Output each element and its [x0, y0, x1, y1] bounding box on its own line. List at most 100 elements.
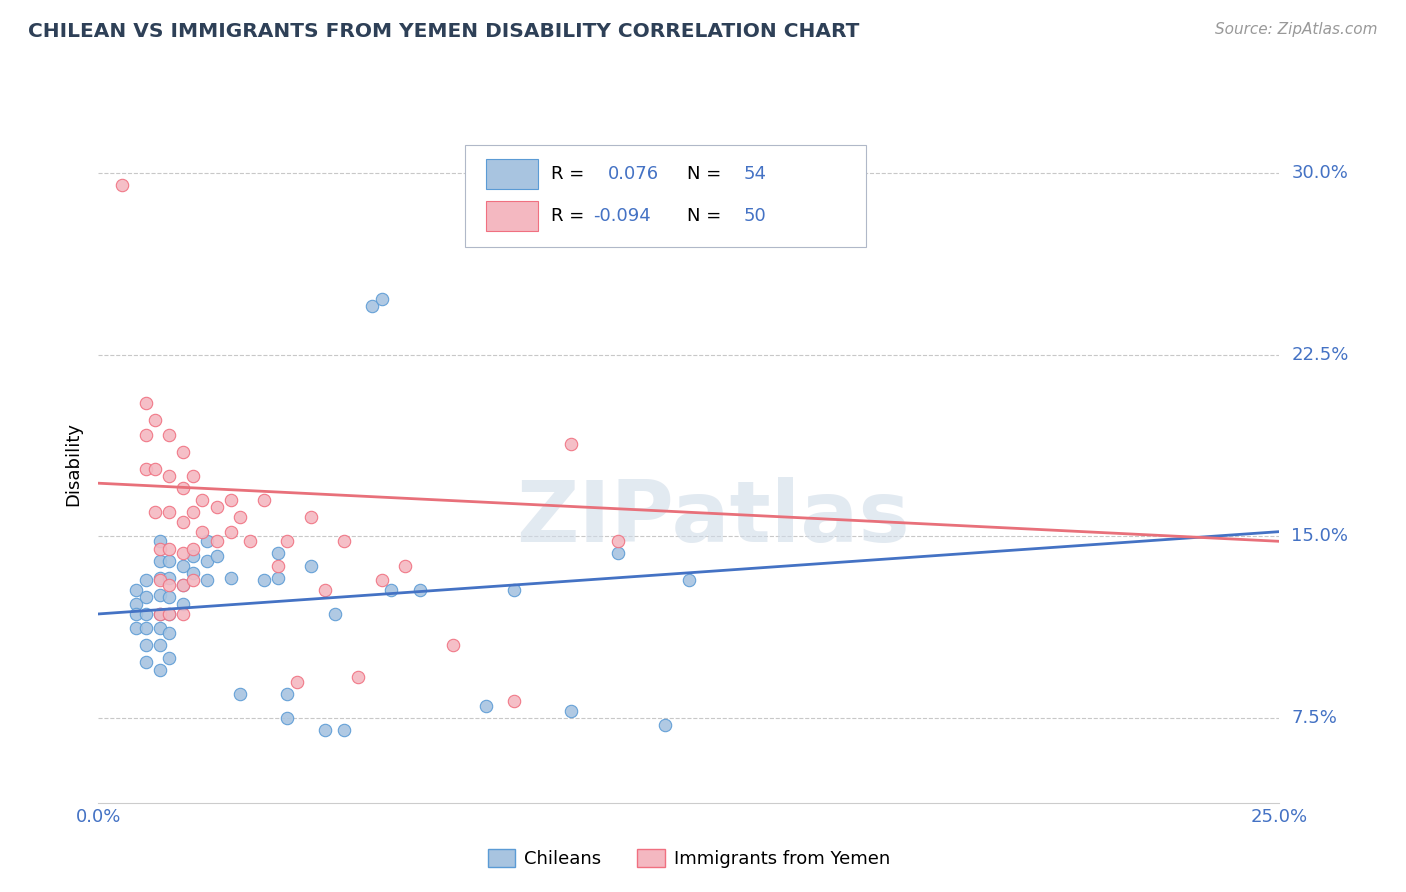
Point [181, 566, 204, 580]
Point [157, 626, 180, 640]
Point [125, 607, 148, 621]
Point [149, 607, 172, 621]
Point [143, 413, 166, 427]
Point [408, 582, 430, 597]
Point [157, 607, 180, 621]
Point [239, 534, 262, 549]
Point [172, 578, 194, 592]
Point [195, 534, 218, 549]
Point [219, 524, 242, 539]
Point [181, 469, 204, 483]
Text: 30.0%: 30.0% [1291, 164, 1348, 182]
Point [143, 461, 166, 475]
Point [503, 582, 526, 597]
Point [172, 558, 194, 573]
Point [191, 493, 214, 508]
Point [135, 396, 157, 410]
Point [607, 534, 630, 549]
Point [229, 687, 252, 701]
Point [172, 546, 194, 560]
Point [125, 597, 148, 611]
Point [195, 573, 218, 587]
Point [135, 607, 157, 621]
Point [323, 607, 346, 621]
Point [267, 571, 290, 585]
Text: R =: R = [551, 165, 589, 184]
Point [172, 578, 194, 592]
Text: R =: R = [551, 208, 589, 226]
Text: 7.5%: 7.5% [1291, 709, 1337, 727]
Point [314, 582, 336, 597]
Point [276, 534, 298, 549]
Point [191, 524, 214, 539]
Point [299, 510, 322, 524]
Point [157, 541, 180, 556]
Point [195, 554, 218, 568]
Point [219, 493, 242, 508]
Point [125, 582, 148, 597]
Point [172, 481, 194, 495]
Point [285, 674, 308, 689]
Point [111, 178, 134, 193]
Point [135, 427, 157, 442]
Point [267, 546, 290, 560]
Point [267, 558, 290, 573]
Point [253, 573, 276, 587]
Text: 50: 50 [744, 208, 766, 226]
Point [503, 694, 526, 708]
Text: -0.094: -0.094 [593, 208, 651, 226]
Point [205, 534, 228, 549]
Point [149, 554, 172, 568]
Point [380, 582, 402, 597]
Point [135, 622, 157, 636]
Point [157, 554, 180, 568]
Point [149, 607, 172, 621]
Point [560, 704, 582, 718]
Point [172, 607, 194, 621]
Point [276, 687, 298, 701]
Point [157, 505, 180, 519]
Point [157, 469, 180, 483]
Point [172, 444, 194, 458]
Point [157, 571, 180, 585]
Point [149, 663, 172, 677]
Point [181, 541, 204, 556]
Text: CHILEAN VS IMMIGRANTS FROM YEMEN DISABILITY CORRELATION CHART: CHILEAN VS IMMIGRANTS FROM YEMEN DISABIL… [28, 22, 859, 41]
Point [157, 650, 180, 665]
Point [276, 711, 298, 725]
Point [229, 510, 252, 524]
Point [149, 571, 172, 585]
Point [172, 597, 194, 611]
Point [607, 546, 630, 560]
Point [135, 573, 157, 587]
Point [135, 639, 157, 653]
Point [181, 549, 204, 563]
Point [299, 558, 322, 573]
Point [205, 549, 228, 563]
Point [157, 578, 180, 592]
Point [149, 573, 172, 587]
Point [361, 300, 384, 314]
Point [125, 622, 148, 636]
Point [347, 670, 370, 684]
Point [157, 607, 180, 621]
Point [394, 558, 416, 573]
Point [135, 656, 157, 670]
Point [149, 639, 172, 653]
Point [441, 639, 464, 653]
Point [333, 534, 356, 549]
Point [253, 493, 276, 508]
Y-axis label: Disability: Disability [65, 422, 83, 506]
Point [314, 723, 336, 738]
Text: Source: ZipAtlas.com: Source: ZipAtlas.com [1215, 22, 1378, 37]
Point [149, 541, 172, 556]
Point [219, 571, 242, 585]
Point [205, 500, 228, 515]
Point [135, 461, 157, 475]
Point [333, 723, 356, 738]
Text: 0.076: 0.076 [607, 165, 658, 184]
Point [560, 437, 582, 451]
Point [181, 573, 204, 587]
Point [371, 292, 394, 306]
FancyBboxPatch shape [486, 160, 537, 189]
